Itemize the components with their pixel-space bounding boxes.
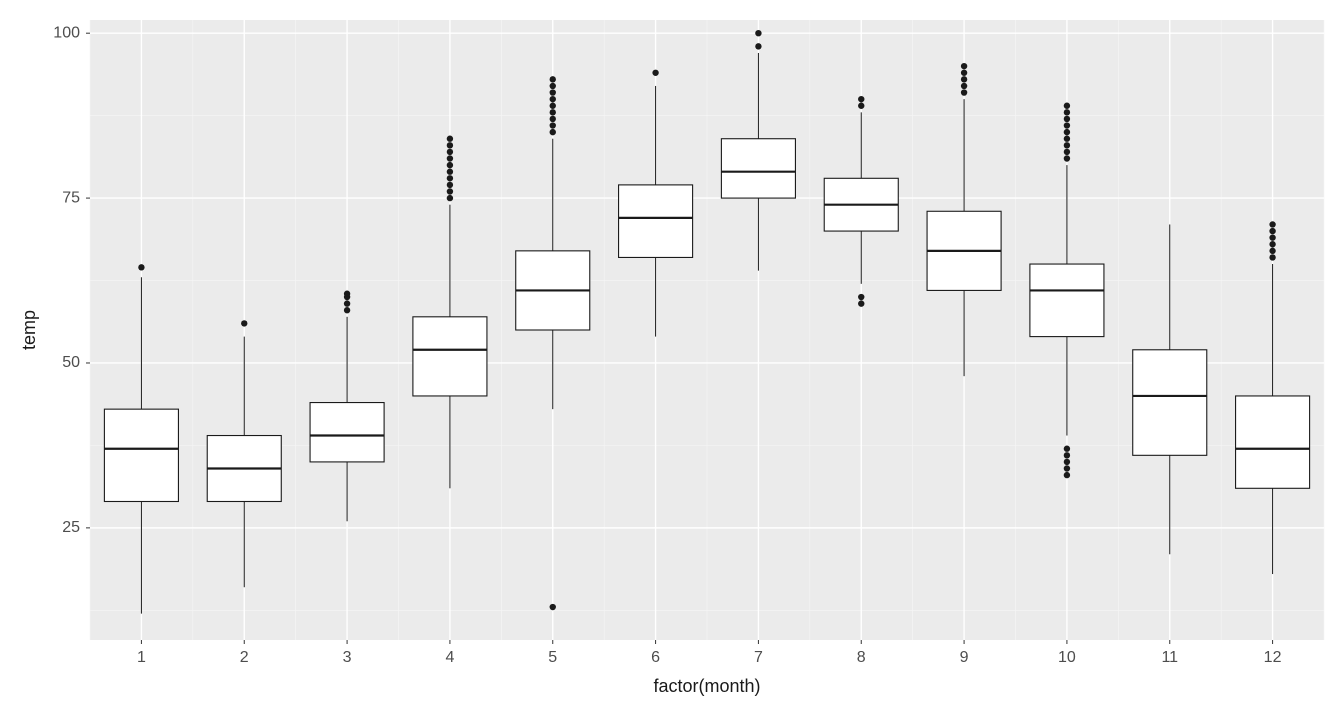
x-tick-label: 7 xyxy=(754,649,763,666)
x-tick-label: 10 xyxy=(1058,649,1076,666)
boxplot-chart: 255075100123456789101112factor(month)tem… xyxy=(0,0,1344,710)
x-tick-label: 3 xyxy=(343,649,352,666)
x-tick-label: 8 xyxy=(857,649,866,666)
plot-panel xyxy=(90,20,1324,640)
x-tick-label: 9 xyxy=(960,649,969,666)
x-axis-title: factor(month) xyxy=(653,676,760,696)
x-tick-label: 2 xyxy=(240,649,249,666)
x-tick-label: 12 xyxy=(1264,649,1282,666)
x-tick-label: 11 xyxy=(1161,649,1178,666)
y-axis-title: temp xyxy=(19,310,39,350)
y-tick-label: 50 xyxy=(62,354,80,371)
x-tick-label: 1 xyxy=(137,649,146,666)
y-tick-label: 25 xyxy=(62,519,80,536)
chart-svg: 255075100123456789101112factor(month)tem… xyxy=(0,0,1344,710)
x-tick-label: 4 xyxy=(445,649,454,666)
x-tick-label: 5 xyxy=(548,649,557,666)
y-tick-label: 75 xyxy=(62,189,80,206)
y-tick-label: 100 xyxy=(53,24,80,41)
x-tick-label: 6 xyxy=(651,649,660,666)
